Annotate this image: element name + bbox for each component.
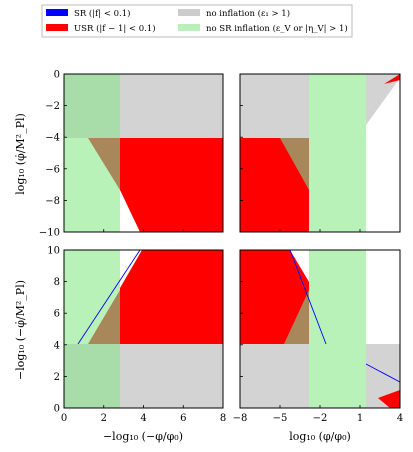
tl-overlap-grey-green <box>64 74 120 138</box>
legend-label-no-sr: no SR inflation (ε_V or |η_V| > 1) <box>206 23 348 34</box>
br-usr-region <box>240 250 309 344</box>
bl-white-gap <box>120 250 142 288</box>
ytick-label-bottom-left: 0 <box>54 404 60 415</box>
bl-overlap-brown <box>88 290 120 344</box>
legend-swatch-usr <box>46 24 68 31</box>
tr-no-sr-region <box>309 74 366 138</box>
ytick-label-top-left: −10 <box>39 228 60 239</box>
y-axis-label-top: log₁₀ (φ̇/M²_Pl) <box>14 113 27 195</box>
ytick-label-top-left: −4 <box>45 133 60 144</box>
bl-usr-region <box>120 250 223 344</box>
ytick-label-top-left: −6 <box>45 164 60 175</box>
br-no-sr-lower <box>309 344 366 408</box>
xtick-label-bottom-right: −5 <box>273 413 288 424</box>
tr-usr-region <box>240 138 309 232</box>
panel-top-right <box>239 73 401 233</box>
xtick-label-bottom-right: 4 <box>397 413 403 424</box>
legend-swatch-no-sr <box>178 24 200 31</box>
br-overlap-brown <box>284 290 309 344</box>
tl-no-inflation-region <box>120 74 223 138</box>
tr-usr-corner <box>384 74 400 84</box>
ytick-label-bottom-left: 6 <box>54 309 60 320</box>
legend-swatch-sr <box>46 9 68 16</box>
legend-label-sr: SR (|f| < 0.1) <box>74 8 130 19</box>
xtick-label-bottom-left: 6 <box>180 413 186 424</box>
panel-bottom-right <box>239 249 401 409</box>
br-sr-line <box>289 249 327 345</box>
x-axis-label-right: log₁₀ (φ/φ₀) <box>289 430 351 443</box>
legend-swatch-no-inflation <box>178 9 200 16</box>
tl-overlap-brown <box>88 138 120 190</box>
tr-no-sr-region-lower <box>309 125 366 232</box>
br-usr-corner <box>378 390 400 408</box>
bl-sr-line <box>77 249 141 345</box>
legend: SR (|f| < 0.1) USR (|f − 1| < 0.1) no in… <box>41 4 353 38</box>
xtick-label-bottom-right: 1 <box>357 413 363 424</box>
xtick-label-bottom-right: −2 <box>313 413 328 424</box>
xtick-label-bottom-right: −8 <box>233 413 248 424</box>
xtick-label-bottom-left: 0 <box>61 413 67 424</box>
ytick-label-bottom-left: 8 <box>54 277 60 288</box>
ytick-label-top-left: 0 <box>54 70 60 81</box>
br-white-gap <box>290 250 309 282</box>
axis-ticks: 0 −2 −4 −6 −8 −10 0 2 4 6 8 10 0 2 4 6 8 −8 −5 −2 1 4 <box>39 70 403 425</box>
ytick-label-bottom-left: 2 <box>54 372 60 383</box>
panel-top-left <box>63 73 224 233</box>
y-axis-label-bottom: −log₁₀ (−φ̇/M²_Pl) <box>14 280 27 380</box>
panel-bottom-left <box>63 249 224 409</box>
br-sr-line-tail <box>365 363 401 383</box>
legend-label-no-inflation: no inflation (ε₁ > 1) <box>206 8 290 19</box>
ytick-label-top-left: −8 <box>45 196 60 207</box>
ytick-label-top-left: −2 <box>45 101 60 112</box>
tl-usr-region <box>120 138 223 232</box>
xtick-label-bottom-left: 2 <box>101 413 107 424</box>
tr-white-region <box>366 78 400 232</box>
ytick-label-bottom-left: 10 <box>47 246 60 257</box>
ytick-label-bottom-left: 4 <box>54 340 60 351</box>
xtick-label-bottom-left: 4 <box>140 413 146 424</box>
tr-overlap-brown <box>280 138 309 190</box>
bl-overlap-grey-green <box>64 344 120 408</box>
xtick-label-bottom-left: 8 <box>220 413 226 424</box>
x-axis-label-left: −log₁₀ (−φ/φ₀) <box>103 430 183 443</box>
legend-label-usr: USR (|f − 1| < 0.1) <box>74 23 156 34</box>
